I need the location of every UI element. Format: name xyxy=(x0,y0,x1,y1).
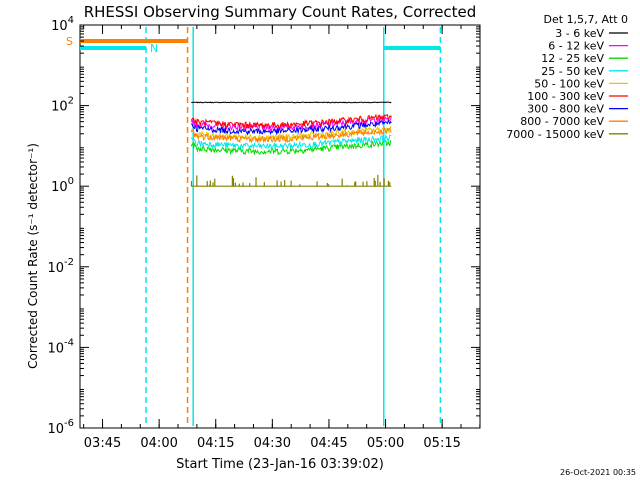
y-tick-label: 10-2 xyxy=(47,257,74,276)
x-tick-label: 05:15 xyxy=(423,436,460,451)
series-trace xyxy=(190,119,392,136)
legend-label: 800 - 7000 keV xyxy=(520,115,604,128)
y-tick-label: 10-6 xyxy=(47,418,74,437)
series-trace xyxy=(190,125,392,142)
legend-label: 300 - 800 keV xyxy=(527,103,604,116)
legend-header: Det 1,5,7, Att 0 xyxy=(544,13,628,26)
y-tick-label: 10-4 xyxy=(47,337,74,356)
legend-label: 50 - 100 keV xyxy=(534,77,604,90)
x-tick-label: 03:45 xyxy=(84,436,121,451)
legend-label: 3 - 6 keV xyxy=(555,27,604,40)
series-trace xyxy=(190,174,392,187)
y-axis: 104 102 100 10-2 10-4 10-6 xyxy=(47,15,480,437)
x-axis-label: Start Time (23-Jan-16 03:39:02) xyxy=(176,457,384,472)
legend-label: 25 - 50 keV xyxy=(541,65,604,78)
saa-flag-label: S xyxy=(66,35,73,48)
x-tick-label: 04:15 xyxy=(197,436,234,451)
plot-frame xyxy=(79,24,481,429)
series-trace xyxy=(191,101,392,104)
y-tick-label: 102 xyxy=(51,96,74,115)
series-trace xyxy=(190,133,392,150)
series-trace xyxy=(190,126,392,144)
x-tick-label: 04:45 xyxy=(310,436,347,451)
series-trace xyxy=(190,139,392,156)
y-tick-label: 100 xyxy=(51,176,74,195)
legend-label: 12 - 25 keV xyxy=(541,52,604,65)
x-tick-label: 05:00 xyxy=(367,436,404,451)
y-axis-label: Corrected Count Rate (s⁻¹ detector⁻¹) xyxy=(26,143,40,369)
footer-timestamp: 26-Oct-2021 00:35 xyxy=(560,468,636,477)
x-axis: 03:45 04:00 04:15 04:30 04:45 05:00 05:15 xyxy=(83,25,481,451)
legend-label: 100 - 300 keV xyxy=(527,90,604,103)
legend-label: 6 - 12 keV xyxy=(548,40,604,53)
plot-area: SN xyxy=(66,24,481,429)
x-tick-label: 04:30 xyxy=(254,436,291,451)
night-flag-label: N xyxy=(150,42,158,55)
legend-label: 7000 - 15000 keV xyxy=(506,128,604,141)
x-tick-label: 04:00 xyxy=(140,436,177,451)
y-tick-label: 104 xyxy=(51,15,74,34)
chart-title: RHESSI Observing Summary Count Rates, Co… xyxy=(84,3,477,21)
series-trace xyxy=(190,113,392,130)
